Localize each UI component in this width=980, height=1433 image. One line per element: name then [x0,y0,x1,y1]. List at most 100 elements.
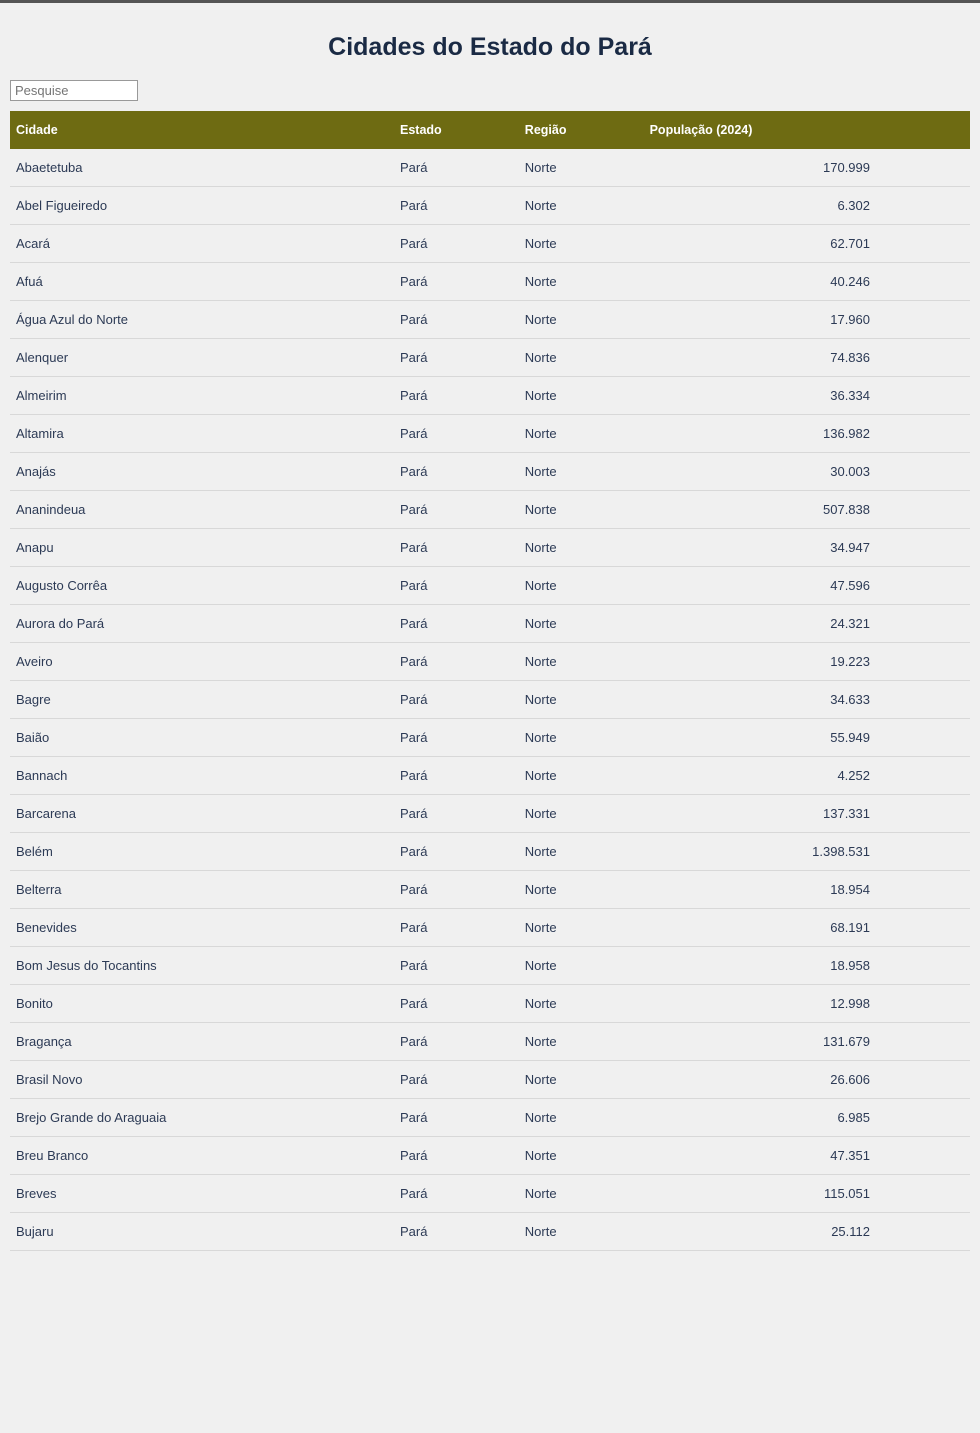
cell-cidade[interactable]: Almeirim [10,377,394,415]
table-row[interactable]: AnajásParáNorte30.003 [10,453,970,491]
cell-populacao: 25.112 [644,1213,970,1251]
col-header-regiao[interactable]: Região [519,111,644,149]
cell-regiao: Norte [519,1137,644,1175]
table-row[interactable]: BragançaParáNorte131.679 [10,1023,970,1061]
cell-populacao: 55.949 [644,719,970,757]
table-row[interactable]: Bom Jesus do TocantinsParáNorte18.958 [10,947,970,985]
cell-cidade[interactable]: Bagre [10,681,394,719]
cell-regiao: Norte [519,985,644,1023]
cell-cidade[interactable]: Alenquer [10,339,394,377]
cell-cidade[interactable]: Ananindeua [10,491,394,529]
cell-populacao: 4.252 [644,757,970,795]
cell-cidade[interactable]: Aveiro [10,643,394,681]
table-row[interactable]: AcaráParáNorte62.701 [10,225,970,263]
cell-estado: Pará [394,301,519,339]
cell-cidade[interactable]: Bujaru [10,1213,394,1251]
table-row[interactable]: AlmeirimParáNorte36.334 [10,377,970,415]
cell-cidade[interactable]: Barcarena [10,795,394,833]
table-row[interactable]: AltamiraParáNorte136.982 [10,415,970,453]
cell-populacao: 170.999 [644,149,970,187]
table-row[interactable]: AbaetetubaParáNorte170.999 [10,149,970,187]
table-row[interactable]: AfuáParáNorte40.246 [10,263,970,301]
cell-cidade[interactable]: Aurora do Pará [10,605,394,643]
cell-cidade[interactable]: Abel Figueiredo [10,187,394,225]
cell-regiao: Norte [519,605,644,643]
table-row[interactable]: BaiãoParáNorte55.949 [10,719,970,757]
cell-populacao: 19.223 [644,643,970,681]
table-row[interactable]: Breu BrancoParáNorte47.351 [10,1137,970,1175]
cell-estado: Pará [394,833,519,871]
table-row[interactable]: Aurora do ParáParáNorte24.321 [10,605,970,643]
cell-cidade[interactable]: Altamira [10,415,394,453]
cell-estado: Pará [394,1213,519,1251]
table-row[interactable]: BarcarenaParáNorte137.331 [10,795,970,833]
cell-estado: Pará [394,719,519,757]
cell-regiao: Norte [519,947,644,985]
table-row[interactable]: AveiroParáNorte19.223 [10,643,970,681]
table-row[interactable]: BannachParáNorte4.252 [10,757,970,795]
table-row[interactable]: BenevidesParáNorte68.191 [10,909,970,947]
table-row[interactable]: BelémParáNorte1.398.531 [10,833,970,871]
cell-populacao: 6.302 [644,187,970,225]
search-input[interactable] [10,80,138,101]
cell-regiao: Norte [519,1099,644,1137]
cell-cidade[interactable]: Bonito [10,985,394,1023]
cell-regiao: Norte [519,263,644,301]
cell-cidade[interactable]: Acará [10,225,394,263]
cell-cidade[interactable]: Brasil Novo [10,1061,394,1099]
table-row[interactable]: Abel FigueiredoParáNorte6.302 [10,187,970,225]
table-row[interactable]: BujaruParáNorte25.112 [10,1213,970,1251]
cell-cidade[interactable]: Afuá [10,263,394,301]
cell-regiao: Norte [519,795,644,833]
cell-cidade[interactable]: Breu Branco [10,1137,394,1175]
cell-regiao: Norte [519,871,644,909]
table-row[interactable]: AnanindeuaParáNorte507.838 [10,491,970,529]
cell-cidade[interactable]: Breves [10,1175,394,1213]
cell-regiao: Norte [519,1175,644,1213]
cell-populacao: 62.701 [644,225,970,263]
cell-cidade[interactable]: Bom Jesus do Tocantins [10,947,394,985]
cell-cidade[interactable]: Água Azul do Norte [10,301,394,339]
table-row[interactable]: BagreParáNorte34.633 [10,681,970,719]
cell-cidade[interactable]: Bragança [10,1023,394,1061]
table-row[interactable]: Brasil NovoParáNorte26.606 [10,1061,970,1099]
cell-cidade[interactable]: Brejo Grande do Araguaia [10,1099,394,1137]
cell-regiao: Norte [519,301,644,339]
cell-estado: Pará [394,225,519,263]
col-header-cidade[interactable]: Cidade [10,111,394,149]
cell-populacao: 36.334 [644,377,970,415]
table-row[interactable]: BrevesParáNorte115.051 [10,1175,970,1213]
cell-cidade[interactable]: Belém [10,833,394,871]
cell-estado: Pará [394,985,519,1023]
cell-estado: Pará [394,567,519,605]
cell-cidade[interactable]: Baião [10,719,394,757]
cell-estado: Pará [394,605,519,643]
col-header-populacao[interactable]: População (2024) [644,111,970,149]
cell-cidade[interactable]: Benevides [10,909,394,947]
table-row[interactable]: AlenquerParáNorte74.836 [10,339,970,377]
cell-populacao: 34.633 [644,681,970,719]
cell-cidade[interactable]: Anapu [10,529,394,567]
cell-regiao: Norte [519,529,644,567]
cell-cidade[interactable]: Anajás [10,453,394,491]
cell-populacao: 18.958 [644,947,970,985]
cell-estado: Pará [394,1137,519,1175]
table-row[interactable]: Augusto CorrêaParáNorte47.596 [10,567,970,605]
cell-cidade[interactable]: Abaetetuba [10,149,394,187]
cell-populacao: 30.003 [644,453,970,491]
cell-cidade[interactable]: Bannach [10,757,394,795]
cell-populacao: 12.998 [644,985,970,1023]
col-header-estado[interactable]: Estado [394,111,519,149]
table-row[interactable]: BelterraParáNorte18.954 [10,871,970,909]
cell-cidade[interactable]: Augusto Corrêa [10,567,394,605]
table-row[interactable]: Brejo Grande do AraguaiaParáNorte6.985 [10,1099,970,1137]
cell-regiao: Norte [519,149,644,187]
table-row[interactable]: Água Azul do NorteParáNorte17.960 [10,301,970,339]
cell-cidade[interactable]: Belterra [10,871,394,909]
cell-populacao: 26.606 [644,1061,970,1099]
cell-regiao: Norte [519,1061,644,1099]
table-row[interactable]: AnapuParáNorte34.947 [10,529,970,567]
cell-populacao: 137.331 [644,795,970,833]
table-row[interactable]: BonitoParáNorte12.998 [10,985,970,1023]
cell-regiao: Norte [519,1023,644,1061]
